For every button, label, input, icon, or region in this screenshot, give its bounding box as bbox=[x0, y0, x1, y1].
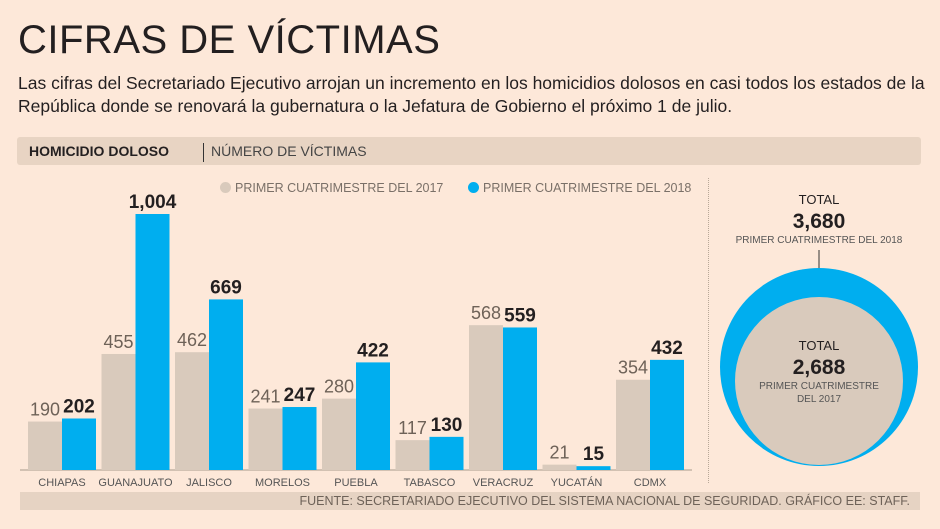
bar-2017 bbox=[322, 398, 356, 470]
bar-2017 bbox=[248, 408, 283, 470]
page-title: CIFRAS DE VÍCTIMAS bbox=[18, 18, 441, 62]
data-label: 568 bbox=[471, 303, 501, 323]
outer-total-caption: PRIMER CUATRIMESTRE DEL 2018 bbox=[736, 235, 903, 246]
data-label: 241 bbox=[250, 387, 280, 407]
category-label: MORELOS bbox=[255, 477, 310, 489]
inner-total-caption: DEL 2017 bbox=[797, 394, 842, 405]
data-label: 130 bbox=[431, 415, 463, 436]
bar-2018 bbox=[282, 407, 317, 470]
section-sublabel: NÚMERO DE VÍCTIMAS bbox=[211, 143, 367, 159]
bar-2017 bbox=[469, 325, 503, 470]
data-label: 669 bbox=[210, 277, 242, 298]
section-header: HOMICIDIO DOLOSO NÚMERO DE VÍCTIMAS bbox=[17, 137, 921, 165]
divider bbox=[708, 178, 709, 483]
bar-2018 bbox=[576, 466, 611, 470]
bar-2017 bbox=[542, 464, 577, 470]
category-label: JALISCO bbox=[186, 477, 232, 489]
data-label: 15 bbox=[583, 444, 605, 465]
source-text: FUENTE: SECRETARIADO EJECUTIVO DEL SISTE… bbox=[299, 494, 910, 508]
legend-2018: PRIMER CUATRIMESTRE DEL 2018 bbox=[468, 181, 691, 195]
bar-2017 bbox=[616, 379, 650, 470]
bar-2018 bbox=[209, 299, 243, 470]
data-label: 1,004 bbox=[129, 192, 177, 213]
data-label: 455 bbox=[103, 332, 133, 352]
outer-total-value: 3,680 bbox=[793, 210, 846, 233]
data-label: 432 bbox=[651, 338, 683, 359]
outer-total-label: TOTAL bbox=[799, 192, 840, 207]
bar-2018 bbox=[503, 327, 537, 470]
inner-total-label: TOTAL bbox=[799, 338, 840, 353]
data-label: 21 bbox=[549, 443, 569, 463]
category-label: YUCATÁN bbox=[551, 476, 603, 489]
legend-dot-icon bbox=[220, 182, 231, 193]
bar-2017 bbox=[28, 421, 62, 470]
inner-total-value: 2,688 bbox=[793, 356, 846, 379]
legend-label: PRIMER CUATRIMESTRE DEL 2017 bbox=[235, 181, 444, 195]
data-label: 462 bbox=[177, 330, 207, 350]
bar-2017 bbox=[175, 352, 209, 470]
data-label: 190 bbox=[30, 400, 60, 420]
totals-circles: TOTAL 3,680 PRIMER CUATRIMESTRE DEL 2018… bbox=[720, 192, 918, 466]
category-label: CDMX bbox=[634, 477, 667, 489]
circle-2017 bbox=[735, 297, 903, 465]
data-label: 247 bbox=[284, 385, 316, 406]
divider bbox=[203, 143, 204, 162]
data-label: 117 bbox=[398, 418, 427, 438]
legend-dot-icon bbox=[468, 182, 479, 193]
data-label: 202 bbox=[63, 396, 95, 417]
data-label: 422 bbox=[357, 340, 389, 361]
section-label: HOMICIDIO DOLOSO bbox=[29, 143, 169, 159]
bar-2018 bbox=[62, 418, 96, 470]
bar-2018 bbox=[135, 214, 170, 470]
bar-2017 bbox=[395, 440, 430, 470]
bar-2018 bbox=[356, 362, 390, 470]
category-label: CHIAPAS bbox=[38, 477, 85, 489]
data-label: 354 bbox=[618, 358, 648, 378]
category-label: GUANAJUATO bbox=[98, 477, 173, 489]
bar-2017 bbox=[101, 353, 136, 470]
bar-2018 bbox=[429, 436, 464, 470]
legend-2017: PRIMER CUATRIMESTRE DEL 2017 bbox=[220, 181, 443, 195]
category-label: TABASCO bbox=[404, 477, 456, 489]
source-footer: FUENTE: SECRETARIADO EJECUTIVO DEL SISTE… bbox=[20, 492, 920, 510]
data-label: 559 bbox=[504, 305, 536, 326]
inner-total-caption: PRIMER CUATRIMESTRE bbox=[759, 381, 879, 392]
category-label: PUEBLA bbox=[334, 477, 378, 489]
subtitle: Las cifras del Secretariado Ejecutivo ar… bbox=[18, 73, 925, 116]
legend-label: PRIMER CUATRIMESTRE DEL 2018 bbox=[483, 181, 692, 195]
category-label: VERACRUZ bbox=[473, 477, 534, 489]
bar-2018 bbox=[650, 359, 684, 470]
data-label: 280 bbox=[324, 377, 354, 397]
